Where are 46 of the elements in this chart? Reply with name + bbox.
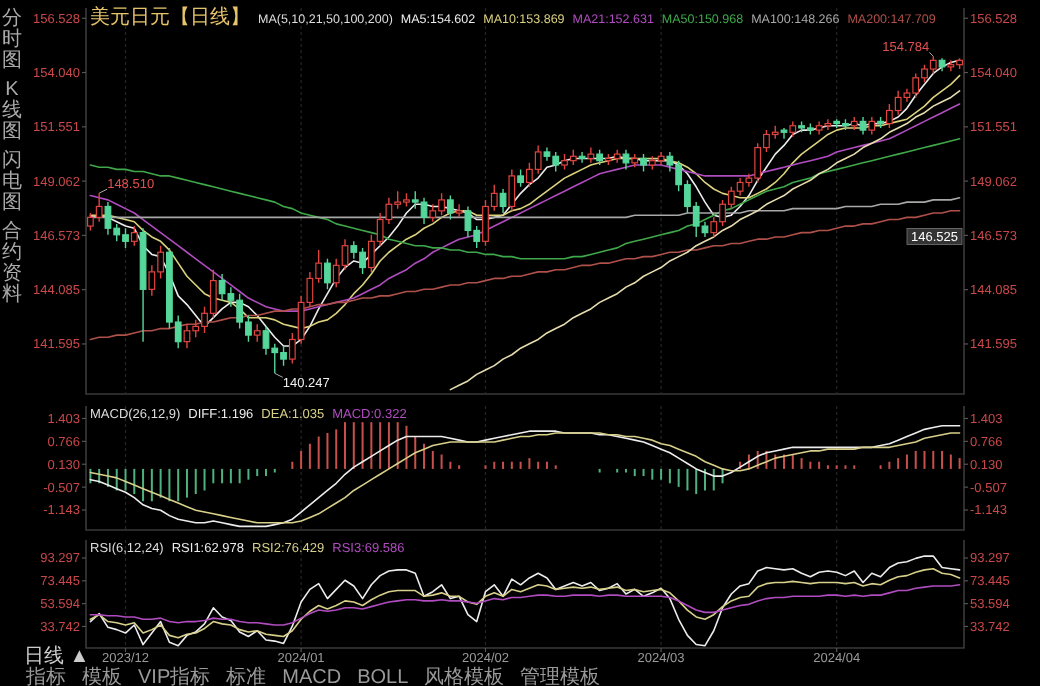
candlestick <box>613 149 621 164</box>
text: K线图 <box>2 79 22 143</box>
candlestick <box>534 144 542 175</box>
candlestick <box>868 116 876 136</box>
candlestick <box>218 273 226 301</box>
candlestick <box>455 203 463 219</box>
line-series <box>89 138 961 260</box>
candlestick <box>420 197 428 225</box>
candlestick <box>464 205 472 238</box>
candlestick <box>894 90 902 116</box>
line-series <box>449 90 961 391</box>
candlestick <box>508 168 516 212</box>
candlestick <box>622 149 630 171</box>
text: 标准 <box>224 665 267 686</box>
line-series <box>89 555 961 647</box>
text: 管理模板 <box>520 665 601 686</box>
candlestick <box>938 57 946 72</box>
text: 指标 <box>24 665 66 686</box>
candlestick <box>780 127 788 140</box>
text: BOLL <box>357 667 410 686</box>
text: 分时图 <box>2 6 22 72</box>
candlestick <box>815 120 823 136</box>
candlestick <box>543 146 551 162</box>
candlestick <box>499 188 507 214</box>
text: 模板 <box>82 665 122 686</box>
candlestick <box>859 116 867 136</box>
candlestick <box>262 325 270 356</box>
chart-title: 美元日元【日线】 <box>90 5 250 29</box>
line-series <box>89 210 961 341</box>
candlestick <box>824 118 832 131</box>
line-series <box>89 584 961 626</box>
text: 闪电图 <box>2 148 22 214</box>
candlestick <box>95 192 103 223</box>
text: 风格模板 <box>424 665 505 686</box>
candlestick <box>657 151 665 166</box>
text: VIP指标 <box>138 665 211 686</box>
candlestick <box>429 203 437 223</box>
line-series <box>89 567 961 639</box>
candlestick <box>139 227 147 343</box>
candlestick <box>578 151 586 164</box>
candlestick <box>947 59 955 72</box>
text: MACD <box>282 667 342 686</box>
candlestick <box>736 177 744 197</box>
candlestick <box>587 146 595 164</box>
annotation: 日线 ▲ <box>24 644 90 668</box>
text: 合约资料 <box>2 219 22 306</box>
